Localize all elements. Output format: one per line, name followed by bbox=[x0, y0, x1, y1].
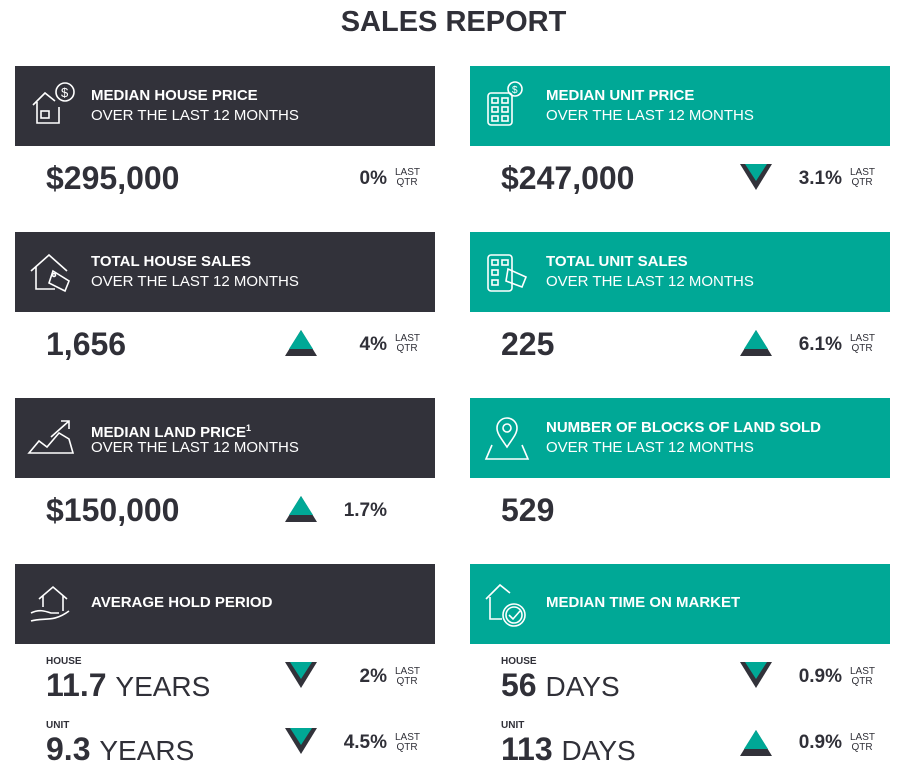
trend-down-icon bbox=[285, 662, 317, 688]
hand-house-icon bbox=[30, 585, 70, 622]
period-label: LAST QTR bbox=[395, 666, 421, 687]
house-label: HOUSE bbox=[46, 656, 82, 667]
svg-text:$: $ bbox=[61, 85, 69, 100]
change-percent: 0.9% bbox=[798, 732, 842, 753]
card-value: 225 bbox=[501, 326, 555, 362]
unit-days-value: 113 DAYS bbox=[501, 731, 636, 767]
change-percent: 6.1% bbox=[798, 334, 842, 355]
period-label: LAST QTR bbox=[850, 333, 876, 354]
house-label: HOUSE bbox=[501, 656, 537, 667]
trend-down-icon bbox=[740, 164, 772, 190]
card-subtitle: OVER THE LAST 12 MONTHS bbox=[91, 273, 299, 290]
card-header: MEDIAN TIME ON MARKET bbox=[470, 564, 890, 644]
card-value: 1,656 bbox=[46, 326, 127, 362]
card-header: $ MEDIAN UNIT PRICE OVER THE LAST 12 MON… bbox=[470, 66, 890, 146]
card-subtitle: OVER THE LAST 12 MONTHS bbox=[546, 439, 754, 456]
card-header: TOTAL UNIT SALES OVER THE LAST 12 MONTHS bbox=[470, 232, 890, 312]
trend-up-icon bbox=[740, 730, 772, 756]
card-title: NUMBER OF BLOCKS OF LAND SOLD bbox=[546, 419, 821, 436]
period-label: LAST QTR bbox=[395, 167, 421, 188]
house-dollar-icon: $ bbox=[32, 82, 75, 124]
trend-down-icon bbox=[740, 662, 772, 688]
card-subtitle: OVER THE LAST 12 MONTHS bbox=[546, 273, 754, 290]
trend-down-icon bbox=[285, 728, 317, 754]
trend-up-icon bbox=[740, 330, 772, 356]
change-percent: 3.1% bbox=[798, 168, 842, 189]
building-sold-tag-icon bbox=[487, 254, 528, 292]
card-value: 529 bbox=[501, 492, 555, 528]
change-percent: 1.7% bbox=[343, 500, 387, 521]
card-title: AVERAGE HOLD PERIOD bbox=[91, 594, 273, 611]
unit-label: UNIT bbox=[46, 720, 70, 731]
trend-up-icon bbox=[285, 496, 317, 522]
period-label: LAST QTR bbox=[395, 333, 421, 354]
period-label: LAST QTR bbox=[850, 666, 876, 687]
svg-text:$: $ bbox=[512, 85, 518, 96]
period-label: LAST QTR bbox=[395, 732, 421, 753]
card-header: $ MEDIAN HOUSE PRICE OVER THE LAST 12 MO… bbox=[15, 66, 435, 146]
card-value: $247,000 bbox=[501, 160, 635, 196]
change-percent: 4% bbox=[359, 334, 387, 355]
house-days-value: 56 DAYS bbox=[501, 667, 620, 703]
card-header: MEDIAN LAND PRICE1 OVER THE LAST 12 MONT… bbox=[15, 398, 435, 478]
building-dollar-icon: $ bbox=[487, 81, 523, 126]
unit-hold-value: 9.3 YEARS bbox=[46, 731, 195, 767]
card-title: MEDIAN LAND PRICE1 bbox=[91, 423, 252, 441]
card-header: AVERAGE HOLD PERIOD bbox=[15, 564, 435, 644]
card-title: TOTAL UNIT SALES bbox=[546, 253, 688, 270]
card-subtitle: OVER THE LAST 12 MONTHS bbox=[91, 107, 299, 124]
period-label: LAST QTR bbox=[850, 167, 876, 188]
card-value: $295,000 bbox=[46, 160, 180, 196]
house-sold-tag-icon bbox=[30, 253, 70, 293]
card-value: $150,000 bbox=[46, 492, 180, 528]
card-title: MEDIAN TIME ON MARKET bbox=[546, 594, 741, 611]
change-percent: 0.9% bbox=[798, 666, 842, 687]
page-title: SALES REPORT bbox=[340, 6, 567, 38]
change-percent: 0% bbox=[359, 168, 387, 189]
card-header: TOTAL HOUSE SALES OVER THE LAST 12 MONTH… bbox=[15, 232, 435, 312]
card-subtitle: OVER THE LAST 12 MONTHS bbox=[546, 107, 754, 124]
card-subtitle: OVER THE LAST 12 MONTHS bbox=[91, 439, 299, 456]
land-trend-icon bbox=[27, 420, 75, 454]
house-hold-value: 11.7 YEARS bbox=[46, 667, 211, 703]
card-title: MEDIAN HOUSE PRICE bbox=[91, 87, 258, 104]
change-percent: 2% bbox=[359, 666, 387, 687]
change-percent: 4.5% bbox=[343, 732, 387, 753]
trend-up-icon bbox=[285, 330, 317, 356]
map-pin-icon bbox=[484, 417, 530, 460]
card-header: NUMBER OF BLOCKS OF LAND SOLD OVER THE L… bbox=[470, 398, 890, 478]
card-title: TOTAL HOUSE SALES bbox=[91, 253, 252, 270]
unit-label: UNIT bbox=[501, 720, 525, 731]
period-label: LAST QTR bbox=[850, 732, 876, 753]
house-clock-check-icon bbox=[485, 583, 526, 627]
card-title: MEDIAN UNIT PRICE bbox=[546, 87, 695, 104]
